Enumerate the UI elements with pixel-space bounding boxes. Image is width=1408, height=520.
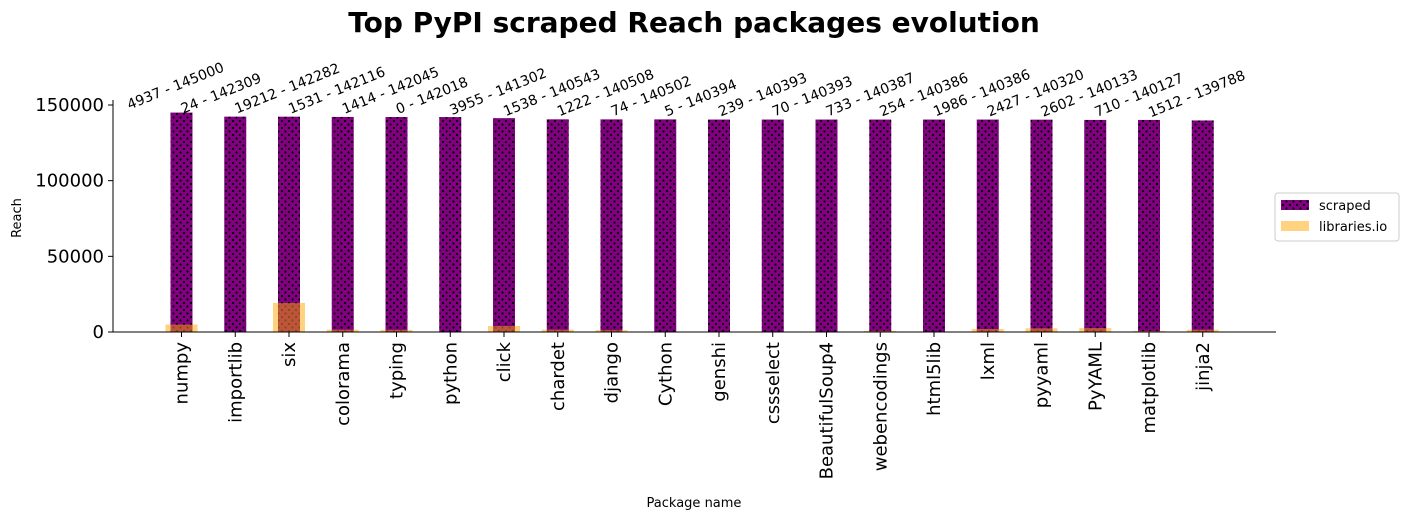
bar-librariesio-jinja2 [1186, 329, 1219, 332]
x-tick-label: importlib [225, 342, 246, 423]
bar-scraped-django [600, 119, 623, 332]
bar-librariesio-django [595, 330, 628, 332]
legend-label-librariesio: libraries.io [1319, 220, 1387, 235]
bar-librariesio-pyyaml [1025, 328, 1058, 332]
bar-scraped-importlib [224, 116, 247, 333]
x-tick-label: typing [387, 342, 408, 399]
bar-librariesio-click [488, 326, 520, 332]
bar-scraped-jinja2 [1191, 120, 1214, 332]
y-tick-label: 0 [93, 322, 104, 343]
bar-librariesio-six [273, 302, 305, 332]
bar-scraped-Cython [654, 119, 677, 332]
x-tick-label: PyYAML [1085, 342, 1106, 411]
x-tick-label: genshi [709, 342, 730, 402]
bar-scraped-colorama [331, 116, 354, 332]
bar-scraped-PyYAML [1084, 119, 1107, 332]
x-tick-label: six [279, 342, 300, 367]
chart-title: Top PyPI scraped Reach packages evolutio… [348, 6, 1040, 39]
legend-swatch-librariesio [1281, 221, 1309, 231]
y-tick-label: 150000 [35, 95, 104, 116]
bar-scraped-typing [385, 117, 408, 332]
legend: scraped libraries.io [1274, 192, 1400, 242]
y-axis-label: Reach [10, 198, 25, 238]
x-tick-label: jinja2 [1193, 342, 1214, 392]
bar-scraped-six [278, 116, 300, 333]
bar-librariesio-webencodings [864, 330, 897, 332]
bar-scraped-cssselect [761, 119, 784, 332]
x-tick-label: matplotlib [1139, 342, 1160, 434]
x-tick-label: python [440, 342, 461, 405]
bar-scraped-BeautifulSoup4 [815, 119, 838, 332]
y-tick-label: 50000 [47, 246, 104, 267]
x-tick-label: click [494, 341, 515, 382]
x-tick-label: pyyaml [1032, 342, 1053, 408]
legend-swatch-scraped [1281, 200, 1309, 210]
bar-scraped-matplotlib [1138, 119, 1160, 333]
bar-scraped-pyyaml [1030, 119, 1053, 332]
bar-librariesio-numpy [165, 324, 198, 332]
x-tick-label: Cython [655, 342, 676, 406]
x-tick-label: chardet [548, 342, 569, 411]
bar-scraped-html5lib [923, 119, 945, 332]
y-tick-label: 100000 [35, 171, 104, 192]
x-tick-label: lxml [978, 342, 999, 380]
bar-librariesio-lxml [971, 328, 1004, 332]
x-tick-label: cssselect [763, 342, 784, 424]
bar-scraped-python [439, 117, 462, 332]
bar-scraped-lxml [976, 119, 999, 332]
x-tick-label: webencodings [870, 342, 891, 471]
x-tick-label: html5lib [924, 342, 945, 416]
x-tick-label: BeautifulSoup4 [817, 342, 838, 479]
bar-scraped-chardet [546, 119, 569, 333]
x-tick-label: django [602, 342, 623, 403]
bar-librariesio-typing [380, 329, 413, 332]
x-axis-label: Package name [647, 496, 742, 511]
bar-scraped-click [493, 118, 515, 333]
legend-label-scraped: scraped [1319, 199, 1371, 214]
x-tick-label: numpy [172, 342, 193, 405]
bar-scraped-numpy [170, 112, 193, 332]
bar-librariesio-matplotlib [1133, 330, 1165, 332]
bar-librariesio-chardet [541, 329, 574, 332]
bar-librariesio-PyYAML [1079, 328, 1112, 332]
bar-scraped-webencodings [869, 119, 892, 333]
bar-librariesio-colorama [326, 329, 359, 332]
x-tick-label: colorama [333, 342, 354, 426]
bar-scraped-genshi [708, 119, 730, 332]
